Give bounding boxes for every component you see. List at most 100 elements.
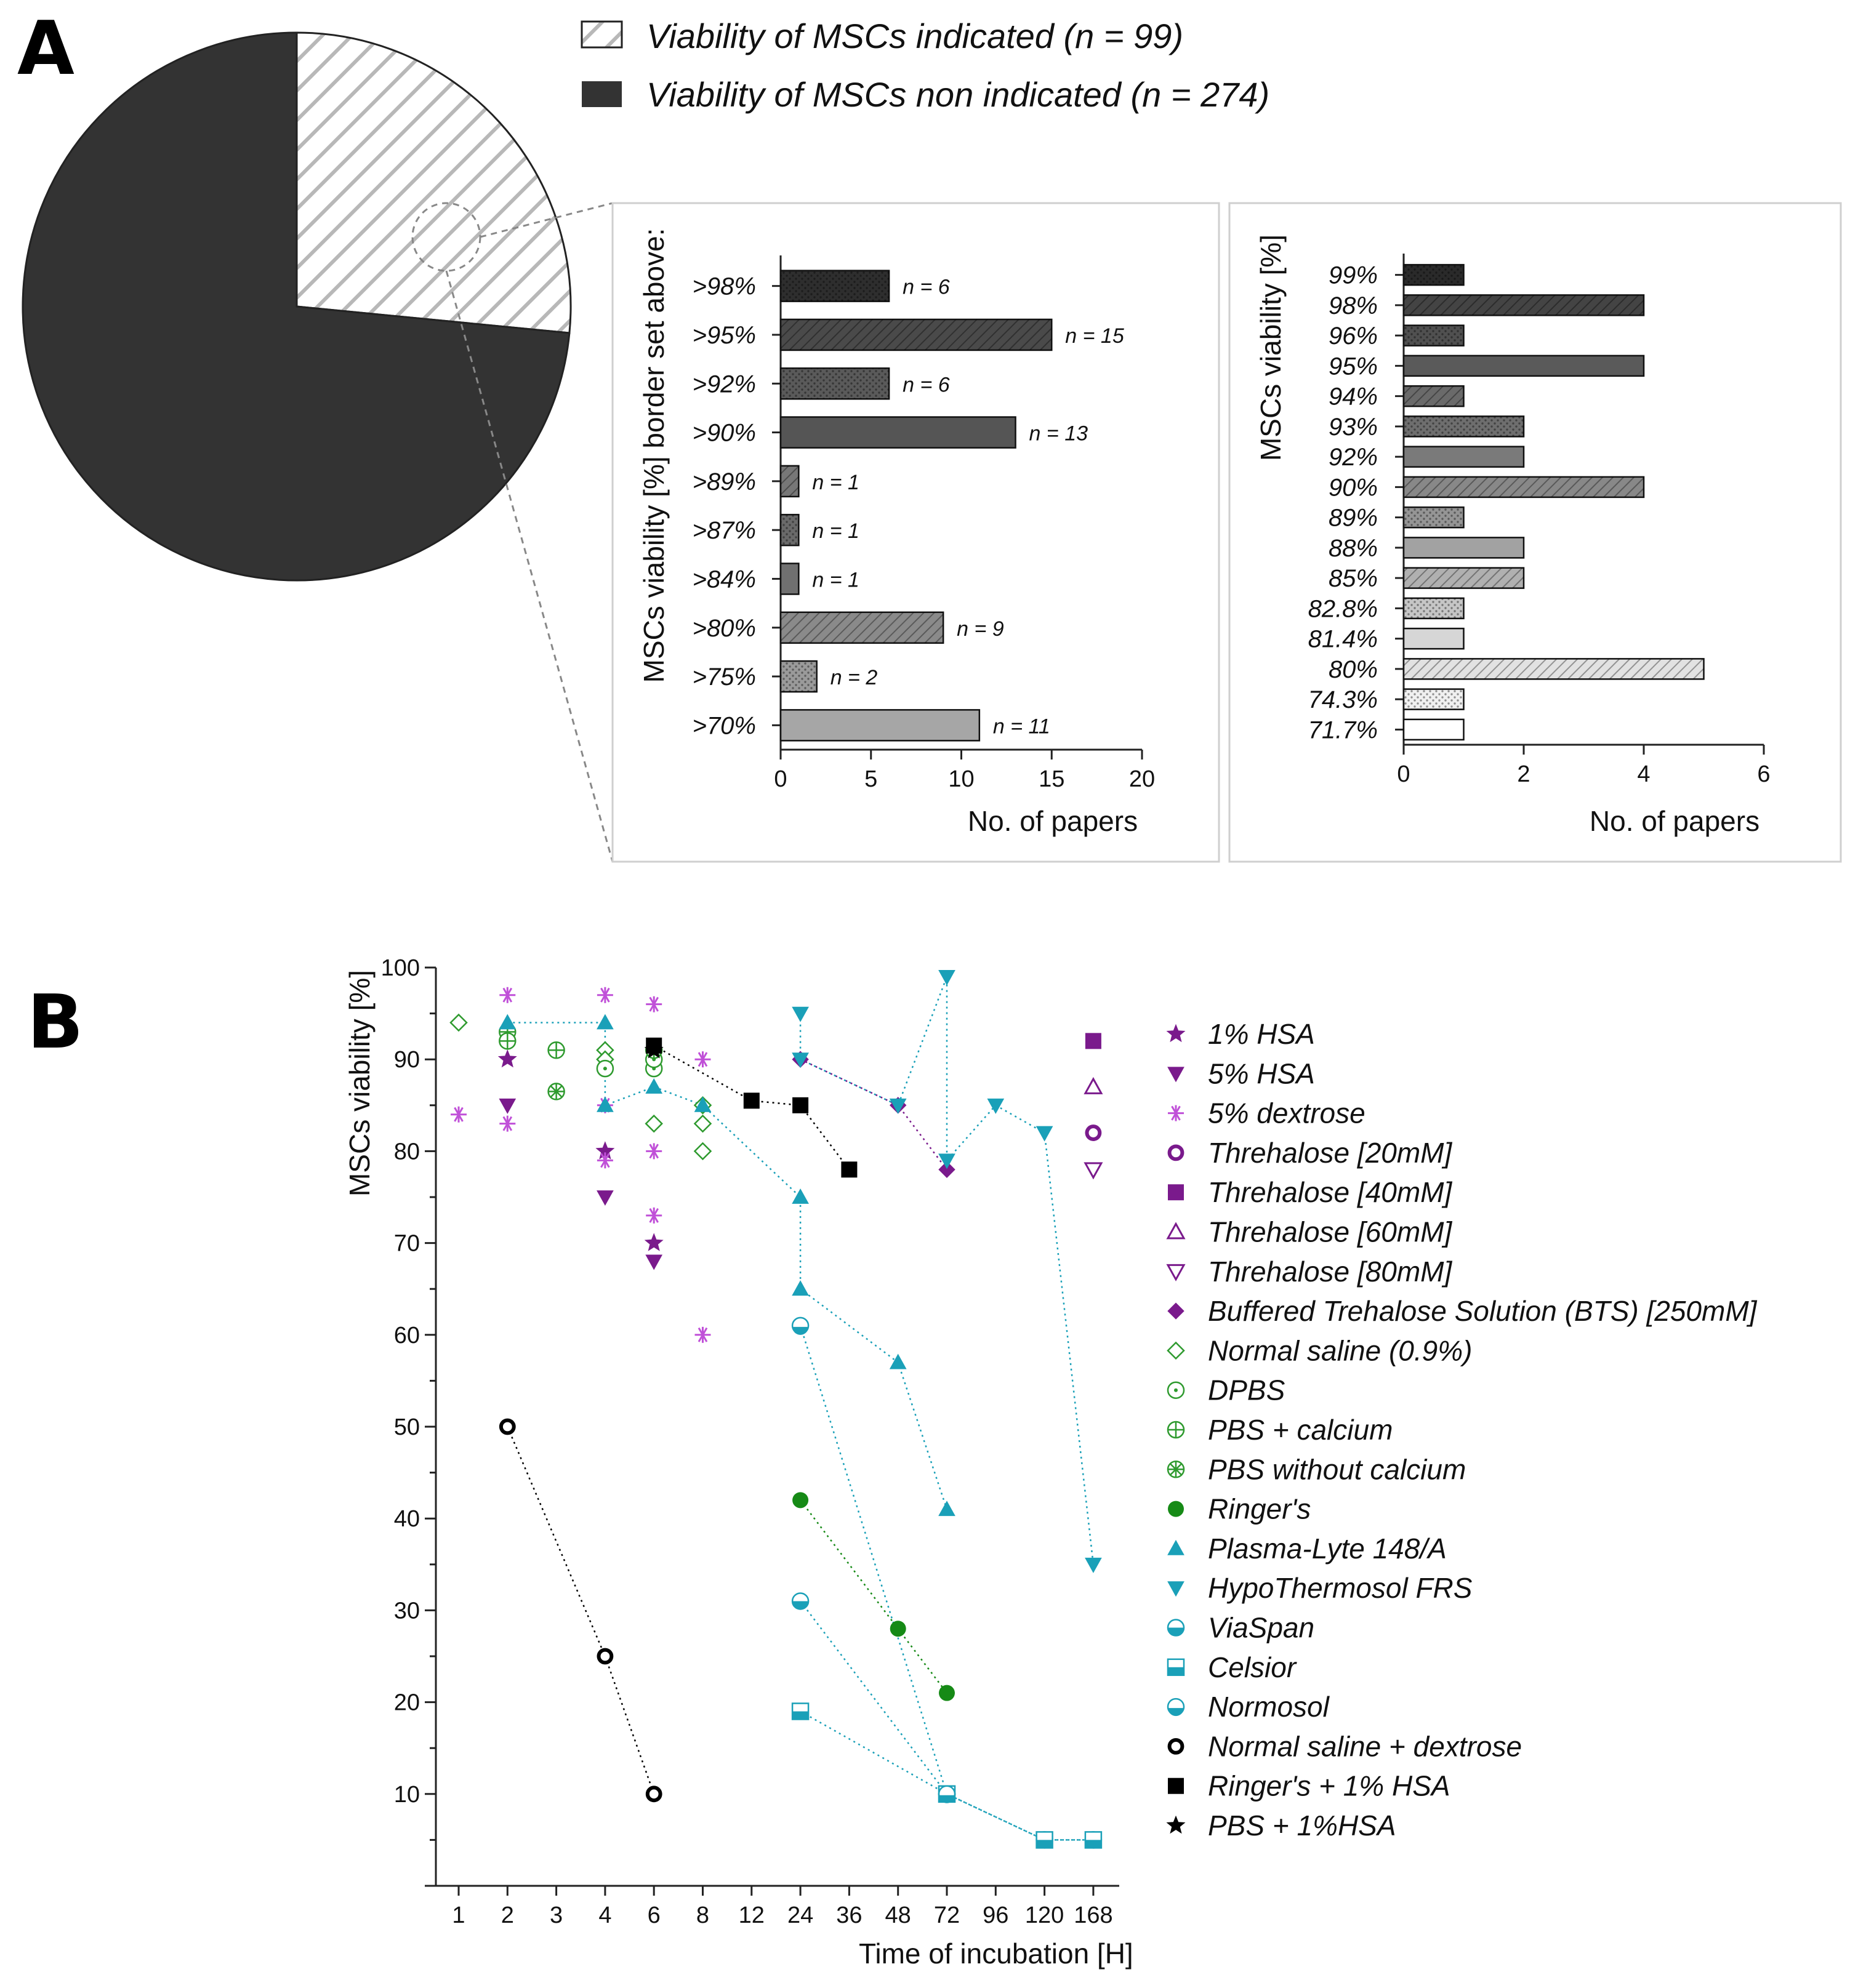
legend-label-threhalose-80mm: Threhalose [80mM] <box>1208 1256 1452 1288</box>
point-ringer-s-1-hsa-1 <box>743 1092 760 1109</box>
bar-threshold-xtick-label: 5 <box>864 766 877 792</box>
point-buffered-trehalose-solution-bts-250mm-2 <box>938 1161 955 1178</box>
point-pbs-1-hsa-0 <box>644 1040 664 1059</box>
point-5-dextrose-6 <box>597 1152 613 1169</box>
point-ringer-s-1-hsa-2 <box>792 1097 809 1113</box>
point-ringer-s-1-hsa-3 <box>841 1161 858 1178</box>
point-hypothermosol-frs-7 <box>1085 1557 1102 1573</box>
bar-exact-xtick-label: 0 <box>1397 761 1410 787</box>
legend-label-threhalose-60mm: Threhalose [60mM] <box>1208 1216 1452 1248</box>
legend-marker-normosol <box>1167 1697 1185 1717</box>
point-hypothermosol-frs-4 <box>938 1153 955 1169</box>
bar-exact-xtick-label: 6 <box>1757 761 1770 787</box>
legend-marker-ringer-s <box>1168 1501 1184 1517</box>
bar-threshold-bar-label-75: n = 2 <box>830 666 878 689</box>
bar-threshold-bar-label-87: n = 1 <box>812 519 859 543</box>
series-line-ringer-s-1-hsa <box>653 1044 850 1170</box>
legend-label-normosol: Normosol <box>1208 1691 1330 1723</box>
point-normal-saline-0-9-5 <box>693 1114 712 1133</box>
scatter-xtick-label-6: 6 <box>648 1902 661 1928</box>
scatter-xtick-label-96: 96 <box>983 1902 1008 1928</box>
series-line-normal-saline-dextrose <box>507 1426 655 1795</box>
scatter-ytick-label-90: 90 <box>394 1047 420 1073</box>
scatter-xtick-label-24: 24 <box>787 1902 813 1928</box>
point-threhalose-40mm-0 <box>1085 1033 1101 1049</box>
scatter-xtick-label-12: 12 <box>739 1902 765 1928</box>
point-plasma-lyte-148-a-0 <box>499 1014 517 1030</box>
pie-chart <box>22 31 572 582</box>
legend-label-ringer-s-1-hsa: Ringer's + 1% HSA <box>1208 1770 1450 1802</box>
point-5-dextrose-1 <box>499 987 516 1003</box>
point-celsior-0 <box>791 1702 810 1720</box>
scatter-ytick-label-40: 40 <box>394 1506 420 1532</box>
point-normal-saline-0-9-3 <box>645 1114 663 1133</box>
point-ringer-s-0 <box>792 1492 809 1509</box>
bar-threshold-category-92: >92% <box>693 371 756 398</box>
bar-threshold-bar-pattern-87 <box>781 515 799 546</box>
zoom-line-bottom <box>445 270 614 862</box>
panel-label-b: B <box>27 980 83 1065</box>
legend-label-buffered-trehalose-solution-bts-250mm: Buffered Trehalose Solution (BTS) [250mM… <box>1208 1295 1758 1327</box>
bar-exact-category-96: 96% <box>1329 323 1378 350</box>
legend-swatch-non-indicated <box>582 81 622 107</box>
series-line-plasma-lyte-148-a <box>507 1022 948 1510</box>
scatter-ytick-label-20: 20 <box>394 1690 420 1716</box>
bar-chart-exact: 99% 98% 96% 95% 94% 93% 92% 90% 89% 88% 85% 82.8% 81… <box>1308 254 1771 787</box>
legend-marker-viaspan <box>1167 1619 1185 1637</box>
legend-swatch-indicated <box>581 20 623 49</box>
bar-exact-bar-pattern-98 <box>1404 295 1644 316</box>
bar-exact-bar-pattern-99 <box>1404 265 1464 286</box>
scatter-ytick-label-10: 10 <box>394 1782 420 1808</box>
legend-label-viaspan: ViaSpan <box>1208 1612 1314 1644</box>
bar-threshold-category-89: >89% <box>693 468 756 495</box>
point-1-hsa-2 <box>644 1233 664 1251</box>
legend-marker-hypothermosol-frs <box>1167 1581 1184 1597</box>
bar-panel-exact-frame <box>1228 202 1842 863</box>
legend-marker-5-hsa <box>1167 1067 1184 1083</box>
point-normosol-0 <box>791 1317 810 1335</box>
bar-exact-category-82-8: 82.8% <box>1308 595 1378 622</box>
bar-exact-bar-pattern-82-8 <box>1404 598 1464 619</box>
series-line-normosol <box>799 1325 948 1795</box>
bar-exact-bar-pattern-94 <box>1404 386 1464 407</box>
point-5-hsa-2 <box>645 1254 663 1270</box>
scatter-ytick-label-60: 60 <box>394 1323 420 1349</box>
scatter-xtick-label-72: 72 <box>934 1902 960 1928</box>
bar-exact-xlabel: No. of papers <box>1590 805 1759 837</box>
bar-threshold-xtick-label: 20 <box>1129 766 1155 792</box>
legend-label-celsior: Celsior <box>1208 1651 1297 1683</box>
scatter-ytick-label-50: 50 <box>394 1414 420 1440</box>
bar-exact-xtick-label: 4 <box>1637 761 1650 787</box>
point-pbs-without-calcium-0 <box>547 1083 565 1100</box>
pie-slice-viability-of-mscs-indicated <box>296 31 572 334</box>
legend-marker-buffered-trehalose-solution-bts-250mm <box>1167 1302 1184 1320</box>
bar-exact-category-80: 80% <box>1329 656 1378 683</box>
bar-threshold-category-90: >90% <box>693 420 756 447</box>
point-hypothermosol-frs-2 <box>889 1098 907 1114</box>
bar-exact-category-95: 95% <box>1329 353 1378 380</box>
bar-threshold-bar-label-92: n = 6 <box>903 373 950 396</box>
point-threhalose-80mm-0 <box>1084 1162 1103 1180</box>
bar-exact-bar-pattern-90 <box>1404 476 1644 497</box>
point-ringer-s-1 <box>890 1621 906 1637</box>
point-hypothermosol-frs-3 <box>938 970 955 985</box>
legend-label-5-hsa: 5% HSA <box>1208 1057 1315 1089</box>
bar-exact-bar-88 <box>1402 537 1525 559</box>
bar-threshold-bar-label-90: n = 13 <box>1029 422 1088 446</box>
scatter-xtick-label-1: 1 <box>452 1902 465 1928</box>
bar-exact-bar-pattern-89 <box>1404 507 1464 528</box>
point-plasma-lyte-148-a-2 <box>597 1096 614 1112</box>
bar-threshold-bar-84 <box>779 563 800 595</box>
point-celsior-2 <box>1036 1831 1053 1849</box>
point-5-dextrose-0 <box>451 1106 467 1123</box>
bar-threshold-bar-label-98: n = 6 <box>903 276 950 299</box>
legend-label-threhalose-20mm: Threhalose [20mM] <box>1208 1137 1452 1169</box>
point-hypothermosol-frs-6 <box>1036 1126 1053 1142</box>
bar-exact-category-81-4: 81.4% <box>1308 626 1378 653</box>
legend-marker-plasma-lyte-148-a <box>1167 1539 1184 1555</box>
bar-exact-category-94: 94% <box>1329 383 1378 411</box>
scatter-xtick-label-8: 8 <box>696 1902 709 1928</box>
bar-exact-ylabel: MSCs viability [%] <box>1255 234 1287 461</box>
